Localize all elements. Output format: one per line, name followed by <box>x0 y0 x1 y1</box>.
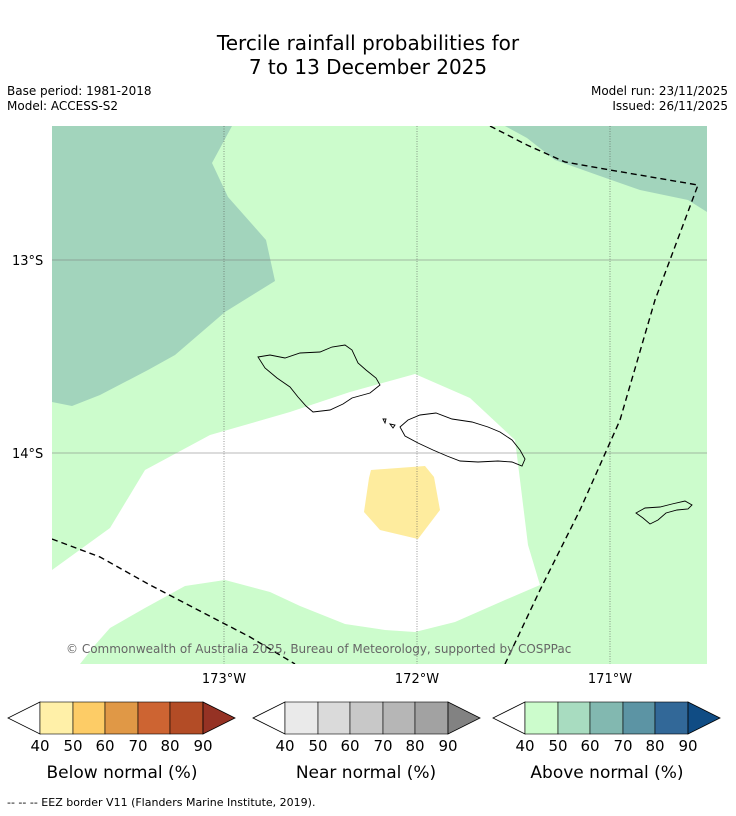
legend-below-swatch-4 <box>169 701 204 735</box>
legend-below-tick: 60 <box>95 737 114 755</box>
legend-above-tick: 90 <box>678 737 697 755</box>
base-period: Base period: 1981-2018 <box>7 84 152 98</box>
tutuila-island <box>635 500 693 525</box>
legend-near-tick: 50 <box>308 737 327 755</box>
legend-above-tick: 50 <box>548 737 567 755</box>
legend-below-swatch-3 <box>137 701 171 735</box>
coastlines <box>257 344 693 525</box>
meta-left: Base period: 1981-2018 Model: ACCESS-S2 <box>7 84 152 114</box>
model-name: Model: ACCESS-S2 <box>7 99 119 113</box>
chart-title: Tercile rainfall probabilities for 7 to … <box>0 31 736 79</box>
legend-above-arrow-right <box>687 701 721 735</box>
legend-below-normal: 40 50 60 70 80 90 Below normal (%) <box>7 701 236 783</box>
map-panel: © Commonwealth of Australia 2025, Bureau… <box>52 126 707 664</box>
legend-above-swatch-4 <box>654 701 689 735</box>
grid-lines <box>223 126 611 664</box>
legend-near-tick: 70 <box>373 737 392 755</box>
lat-label-13s: 13°S <box>12 254 43 269</box>
legend-near-swatch-2 <box>349 701 384 735</box>
legend-above-tick: 60 <box>580 737 599 755</box>
legend-below-arrow-left <box>7 701 41 735</box>
legend-near-tick: 60 <box>340 737 359 755</box>
legend-above-swatch-3 <box>622 701 656 735</box>
lon-label-172w: 172°W <box>395 672 439 687</box>
legend-above-arrow-left <box>492 701 526 735</box>
legend-below-tick: 70 <box>128 737 147 755</box>
legend-near-tick: 90 <box>438 737 457 755</box>
legend-near-label: Near normal (%) <box>296 763 436 783</box>
legend-above-swatch-1 <box>557 701 591 735</box>
legend-below-swatch-0 <box>39 701 74 735</box>
legend-near-swatch-4 <box>414 701 449 735</box>
legend-near-arrow-right <box>447 701 481 735</box>
legend-below-tick: 50 <box>63 737 82 755</box>
title-line-2: 7 to 13 December 2025 <box>248 55 488 79</box>
legend-near-normal: 40 50 60 70 80 90 Near normal (%) <box>252 701 481 783</box>
legend-near-swatch-1 <box>317 701 351 735</box>
above-50-region-nw <box>52 126 275 406</box>
lon-label-171w: 171°W <box>588 672 632 687</box>
lat-label-14s: 14°S <box>12 447 43 462</box>
manono-island <box>382 418 387 425</box>
legend-near-tick: 40 <box>275 737 294 755</box>
lon-label-173w: 173°W <box>202 672 246 687</box>
legend-above-normal: 40 50 60 70 80 90 Above normal (%) <box>492 701 721 783</box>
near-normal-region <box>52 374 540 664</box>
model-run: Model run: 23/11/2025 <box>590 84 728 98</box>
legend-near-swatch-0 <box>284 701 319 735</box>
issued-date: Issued: 26/11/2025 <box>612 99 728 113</box>
legend-near-swatch-3 <box>382 701 416 735</box>
eez-border <box>52 126 699 664</box>
lat-grid-lines <box>52 259 707 454</box>
legend-above-tick: 70 <box>613 737 632 755</box>
legend-below-label: Below normal (%) <box>47 763 198 783</box>
legend-below-arrow-right <box>202 701 236 735</box>
upolu-island <box>399 412 526 467</box>
legend-below-tick: 80 <box>160 737 179 755</box>
eez-footnote: -- -- -- EEZ border V11 (Flanders Marine… <box>7 796 316 809</box>
below-40-region <box>364 466 440 539</box>
legend-below-tick: 90 <box>193 737 212 755</box>
legend-below-swatch-2 <box>104 701 139 735</box>
meta-right: Model run: 23/11/2025 Issued: 26/11/2025 <box>591 84 728 114</box>
legend-above-swatch-2 <box>589 701 624 735</box>
legend-below-tick: 40 <box>30 737 49 755</box>
legend-near-tick: 80 <box>405 737 424 755</box>
legend-above-swatch-0 <box>524 701 559 735</box>
apolima-island <box>388 423 396 429</box>
legend-below-swatch-1 <box>72 701 106 735</box>
savaii-island <box>257 344 381 413</box>
title-line-1: Tercile rainfall probabilities for <box>216 31 520 55</box>
copyright-notice: © Commonwealth of Australia 2025, Bureau… <box>66 642 571 656</box>
legend-near-arrow-left <box>252 701 286 735</box>
legend-above-tick: 40 <box>515 737 534 755</box>
legend-above-label: Above normal (%) <box>530 763 683 783</box>
legend-above-tick: 80 <box>645 737 664 755</box>
